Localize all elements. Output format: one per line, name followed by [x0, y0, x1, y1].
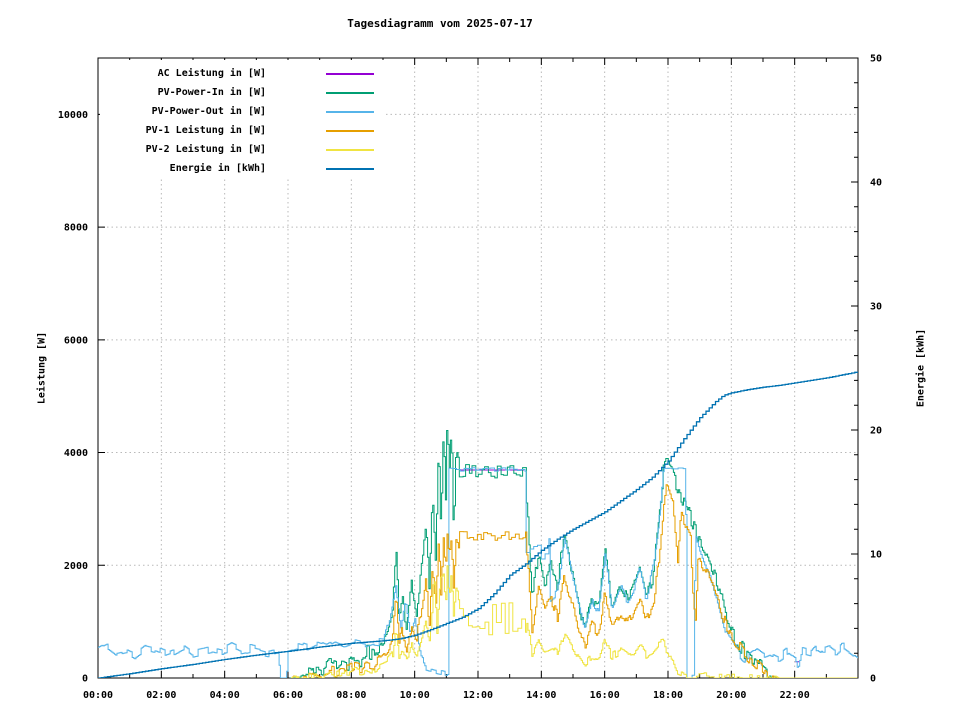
legend-label: Energie in [kWh]: [169, 163, 266, 174]
legend-label: PV-1 Leistung in [W]: [145, 125, 266, 136]
legend-line-sample: [326, 72, 374, 75]
series-pvout-line: [98, 467, 858, 678]
x-tick-label: 02:00: [146, 690, 176, 701]
series-ac-line: [460, 469, 800, 663]
y2-tick-label: 50: [870, 54, 882, 65]
x-tick-label: 14:00: [526, 690, 556, 701]
legend-label: PV-2 Leistung in [W]: [145, 144, 266, 155]
legend-line-sample: [326, 148, 374, 151]
legend-line-sample: [326, 91, 374, 94]
y2-tick-label: 30: [870, 302, 882, 313]
y-tick-label: 2000: [64, 561, 88, 572]
series-pvin-line: [289, 430, 857, 678]
legend-item-pvout: PV-Power-Out in [W]: [100, 102, 386, 121]
x-tick-label: 08:00: [336, 690, 366, 701]
x-tick-label: 06:00: [273, 690, 303, 701]
y2-tick-label: 10: [870, 550, 882, 561]
y2-tick-label: 0: [870, 674, 876, 685]
legend-item-energie: Energie in [kWh]: [100, 159, 386, 178]
y-tick-label: 4000: [64, 448, 88, 459]
x-tick-label: 20:00: [716, 690, 746, 701]
y2-axis-label: Energie [kWh]: [915, 328, 927, 408]
legend-line-sample: [326, 110, 374, 113]
legend-item-pvin: PV-Power-In in [W]: [100, 83, 386, 102]
legend: AC Leistung in [W] PV-Power-In in [W] PV-P…: [100, 60, 386, 178]
y-axis-label: Leistung [W]: [36, 331, 48, 405]
legend-label: PV-Power-Out in [W]: [151, 106, 266, 117]
legend-item-pv1: PV-1 Leistung in [W]: [100, 121, 386, 140]
x-tick-label: 12:00: [463, 690, 493, 701]
x-tick-label: 10:00: [400, 690, 430, 701]
x-tick-label: 04:00: [210, 690, 240, 701]
series-pv1-line: [291, 484, 858, 678]
legend-label: PV-Power-In in [W]: [157, 87, 266, 98]
page-title: Tagesdiagramm vom 2025-07-17: [347, 17, 533, 30]
legend-line-sample: [326, 129, 374, 132]
legend-line-sample: [326, 167, 374, 170]
x-tick-label: 00:00: [83, 690, 113, 701]
y-tick-label: 0: [82, 674, 88, 685]
legend-label: AC Leistung in [W]: [157, 68, 266, 79]
legend-item-ac: AC Leistung in [W]: [100, 64, 386, 83]
x-tick-label: 16:00: [590, 690, 620, 701]
y-tick-label: 10000: [58, 110, 88, 121]
plot-border: [97, 57, 859, 679]
x-tick-label: 18:00: [653, 690, 683, 701]
y-tick-label: 6000: [64, 335, 88, 346]
series-energie-line: [98, 371, 858, 678]
y2-tick-label: 20: [870, 426, 882, 437]
legend-item-pv2: PV-2 Leistung in [W]: [100, 140, 386, 159]
y2-tick-label: 40: [870, 178, 882, 189]
x-tick-label: 22:00: [780, 690, 810, 701]
series-pv2-line: [291, 565, 858, 678]
y-tick-label: 8000: [64, 223, 88, 234]
